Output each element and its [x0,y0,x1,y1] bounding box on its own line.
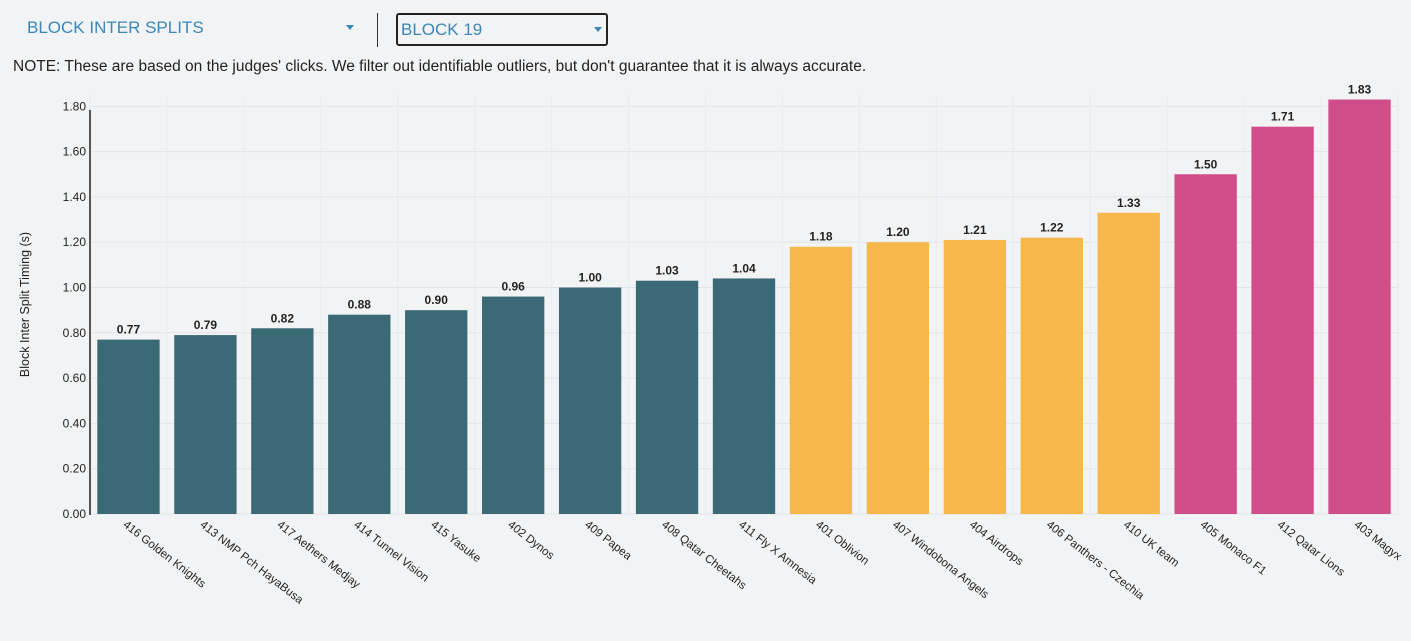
y-tick-label: 0.00 [63,507,87,521]
bar-value-label: 0.96 [501,280,525,294]
y-tick-label: 1.60 [63,145,87,159]
y-tick-label: 0.20 [63,462,87,476]
bar-value-label: 1.04 [732,261,756,275]
bar-value-label: 1.00 [578,271,602,285]
bar-value-label: 1.83 [1348,83,1372,97]
accuracy-note: NOTE: These are based on the judges' cli… [13,58,867,75]
bar-value-label: 1.03 [655,264,679,278]
bar [174,335,237,514]
bar-value-label: 1.18 [809,230,833,244]
bar [328,314,391,514]
bar-value-label: 1.71 [1271,110,1295,124]
y-axis-title: Block Inter Split Timing (s) [18,232,32,377]
bar [789,246,853,514]
bar [97,339,160,514]
bar-value-label: 1.33 [1117,196,1141,210]
x-tick-label: 402 Dynos [505,519,556,562]
block-select-value: BLOCK 19 [401,20,483,39]
x-tick-label: 409 Papea [582,519,634,563]
y-tick-label: 1.20 [63,235,87,249]
x-tick-label: 412 Qatar Lions [1275,519,1347,579]
bar-value-label: 0.77 [117,323,141,337]
x-tick-label: 410 UK team [1121,519,1181,570]
bar [712,278,776,514]
bar [1020,237,1083,514]
bar [1251,126,1314,515]
x-tick-label: 416 Golden Knights [121,519,208,591]
bar-value-label: 1.21 [963,223,987,237]
bar [943,239,1006,514]
bar [558,287,622,514]
toolbar: BLOCK INTER SPLITS BLOCK 19 [0,0,1411,56]
y-tick-label: 1.40 [63,190,87,204]
x-tick-label: 414 Tunnel Vision [351,519,430,585]
x-tick-label: 408 Qatar Cheetahs [659,519,748,592]
y-tick-label: 0.40 [63,416,87,430]
bar-value-label: 0.79 [194,318,218,332]
x-tick-label: 401 Oblivion [813,519,871,568]
toolbar-divider [377,13,378,47]
bar-value-label: 0.88 [348,298,372,312]
metric-select-value: BLOCK INTER SPLITS [27,18,204,37]
x-tick-label: 404 Airdrops [967,519,1025,568]
y-tick-label: 0.80 [63,326,87,340]
x-tick-label: 403 Magyx [1352,519,1404,563]
bar [482,296,545,514]
bar-value-label: 0.90 [425,293,449,307]
bar [1328,99,1391,515]
y-tick-label: 0.60 [63,371,87,385]
y-tick-label: 1.80 [63,99,87,113]
x-tick-label: 411 Fly X Amnesia [736,519,819,587]
bar [635,280,699,514]
bar-value-label: 1.50 [1194,157,1218,171]
bar [405,310,468,514]
chart-axes: 0.00 0.20 0.40 0.60 0.80 1.00 1.20 1.40 1.60 1.80… [18,99,91,521]
x-tick-label: 415 Yasuke [428,519,482,565]
chevron-down-icon [594,27,602,32]
x-tick-label: 405 Monaco F1 [1198,519,1268,578]
bar [251,328,314,514]
metric-select[interactable]: BLOCK INTER SPLITS [27,12,357,44]
block-select[interactable]: BLOCK 19 [396,13,608,46]
y-tick-label: 1.00 [63,281,87,295]
bar-value-label: 1.20 [886,225,910,239]
x-tick-label: 417 Aethers Medjay [275,519,363,591]
bar-value-label: 0.82 [271,311,295,325]
chevron-down-icon [346,25,354,30]
bar [866,242,930,514]
bar [1097,212,1160,514]
bar-value-label: 1.22 [1040,221,1064,235]
bar [1174,174,1237,514]
chart-bars [97,99,1391,515]
